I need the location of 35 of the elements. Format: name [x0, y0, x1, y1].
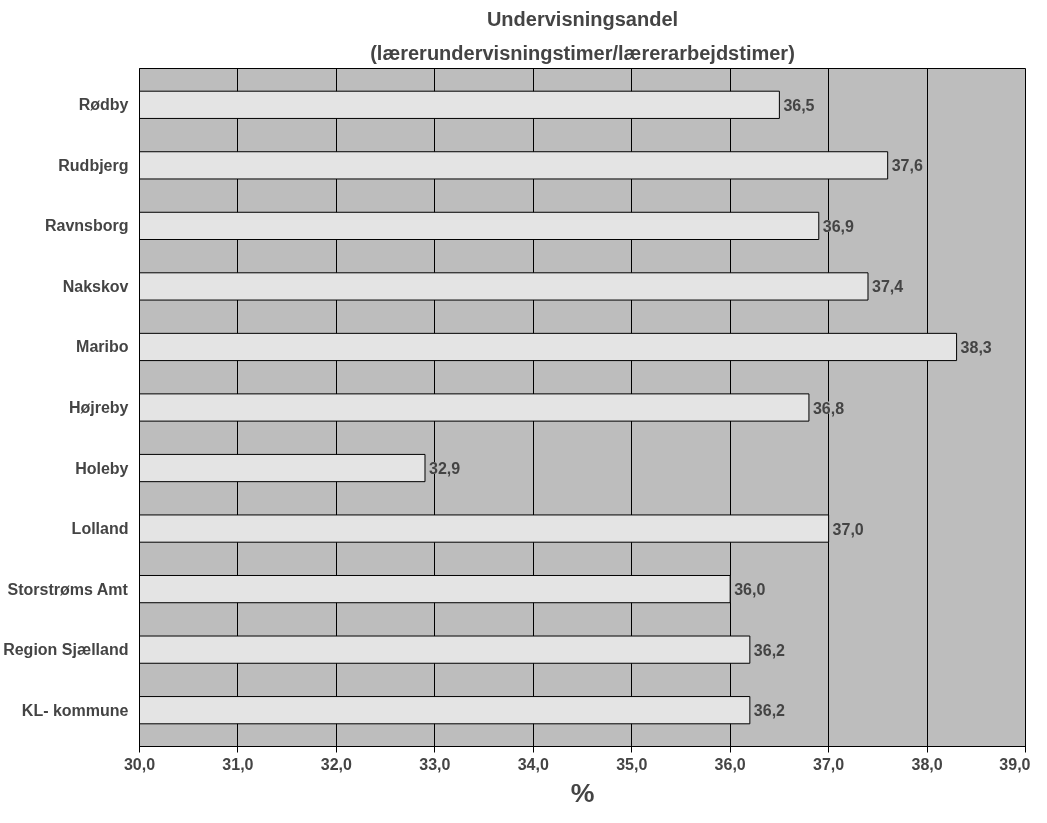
data-label: 32,9 [428, 460, 461, 478]
y-tick-label: Lolland [71, 520, 129, 538]
chart-subtitle: (lærerundervisningstimer/lærerarbejdstimer) [370, 41, 795, 64]
x-tick-label: 38,0 [911, 755, 943, 773]
data-label: 36,0 [734, 581, 766, 599]
y-tick-label: Højreby [68, 399, 129, 416]
x-tick-label: 39,0 [999, 755, 1031, 773]
y-tick-label: KL- kommune [21, 701, 129, 719]
x-tick-label: 33,0 [419, 755, 451, 773]
data-label: 36,2 [753, 641, 786, 659]
x-tick-label: 32,0 [320, 755, 353, 773]
y-tick-label: Maribo [76, 338, 129, 356]
y-tick-label: Holeby [75, 459, 129, 477]
data-label: 37,0 [832, 520, 864, 538]
x-axis-title: % [570, 777, 595, 808]
y-tick-label: Rødby [78, 96, 129, 114]
x-tick-label: 34,0 [517, 755, 549, 773]
data-label: 36,9 [822, 217, 855, 235]
x-tick-label: 31,0 [222, 755, 254, 773]
data-label: 36,2 [753, 702, 786, 720]
x-tick-label: 30,0 [123, 755, 156, 773]
data-label: 36,8 [812, 399, 845, 417]
y-tick-label: Region Sjælland [3, 641, 129, 659]
data-label: 38,3 [960, 338, 992, 356]
x-tick-label: 35,0 [616, 755, 648, 773]
x-tick-label: 37,0 [813, 755, 845, 773]
chart-title: Undervisningsandel [486, 7, 679, 30]
y-tick-label: Storstrøms Amt [7, 580, 129, 598]
y-tick-label: Rudbjerg [58, 156, 129, 174]
data-label: 37,4 [871, 278, 904, 296]
data-label: 36,5 [783, 96, 815, 114]
x-tick-label: 36,0 [714, 755, 746, 773]
data-label: 37,6 [891, 157, 923, 175]
y-tick-label: Ravnsborg [44, 217, 129, 235]
y-tick-label: Nakskov [62, 277, 129, 295]
